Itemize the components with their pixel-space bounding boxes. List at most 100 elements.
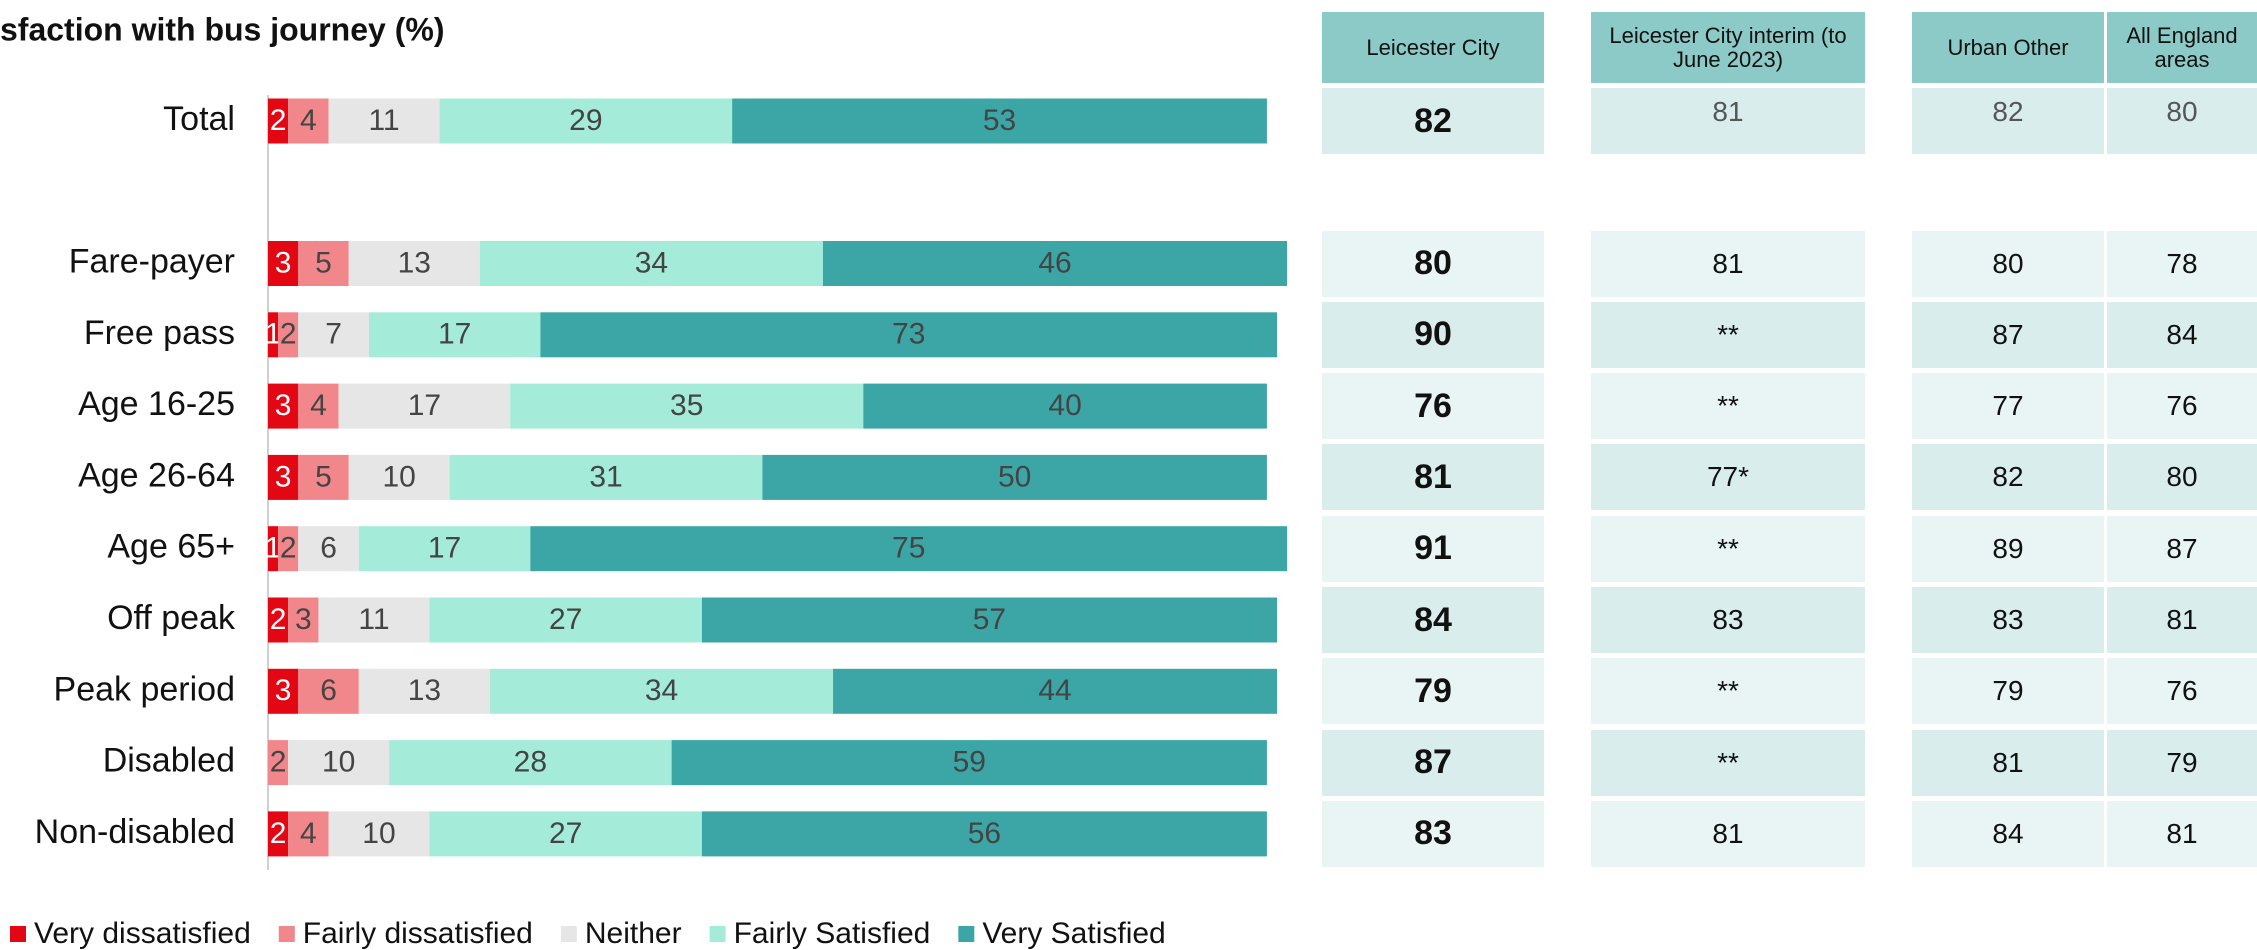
bar-segment — [298, 454, 349, 500]
bar-label: 34 — [635, 246, 668, 279]
bar-segment — [278, 312, 299, 358]
table-cell: 87 — [1322, 729, 1544, 796]
bar-segment — [701, 597, 1277, 643]
bar-segment — [268, 811, 289, 857]
bar-label: 44 — [1038, 674, 1071, 707]
bar-segment — [298, 668, 359, 714]
legend-swatch — [709, 926, 726, 942]
category-label: Age 16-25 — [78, 385, 235, 423]
table-cell: ** — [1591, 658, 1865, 725]
bar-label: 3 — [275, 246, 292, 279]
table-header: Leicester City interim (to June 2023) — [1591, 12, 1865, 83]
table-cell: 81 — [1591, 800, 1865, 867]
table-cell: 84 — [1912, 800, 2104, 867]
bar-segment — [368, 312, 541, 358]
table-cell: ** — [1591, 301, 1865, 368]
table-cell: 81 — [2107, 587, 2257, 653]
table-cell: 79 — [2107, 729, 2257, 796]
legend-label: Very dissatisfied — [34, 917, 251, 950]
category-label: Disabled — [103, 742, 235, 780]
table-header: Leicester City — [1322, 12, 1544, 83]
category-label: Age 26-64 — [78, 456, 235, 494]
bar-segment — [328, 811, 430, 857]
bar-label: 13 — [398, 246, 431, 279]
table-header: All England areas — [2107, 12, 2257, 83]
legend-swatch — [560, 926, 577, 942]
table-cell: 80 — [1912, 230, 2104, 297]
table-cell: 81 — [1912, 729, 2104, 796]
table-cell: 87 — [1912, 301, 2104, 368]
table-cell: 76 — [1322, 373, 1544, 440]
bar-label: 3 — [295, 603, 312, 636]
bar-label: 28 — [514, 746, 547, 779]
table-cell: 77* — [1591, 444, 1865, 511]
bar-segment — [268, 597, 289, 643]
legend-swatch — [958, 926, 975, 942]
bar-label: 31 — [589, 460, 622, 493]
bar-segment — [358, 526, 531, 572]
table-cell: 79 — [1322, 658, 1544, 725]
category-label: Peak period — [54, 670, 235, 708]
table-cell: 77 — [1912, 373, 2104, 440]
table-cell: 82 — [1912, 88, 2104, 154]
category-label: Age 65+ — [107, 528, 235, 566]
bar-segment — [833, 668, 1277, 714]
bar-label: 10 — [362, 817, 395, 850]
bar-segment — [449, 454, 763, 500]
bar-segment — [429, 811, 702, 857]
bar-label: 6 — [320, 674, 337, 707]
legend-label: Fairly dissatisfied — [303, 917, 533, 950]
bar-label: 2 — [270, 603, 287, 636]
table-cell: 81 — [2107, 800, 2257, 867]
table-cell: 83 — [1912, 587, 2104, 653]
bar-segment — [489, 668, 834, 714]
bar-label: 5 — [315, 246, 332, 279]
bar-segment — [318, 597, 430, 643]
bar-segment — [762, 454, 1267, 500]
bar-label: 11 — [368, 104, 399, 137]
bar-label: 17 — [408, 389, 441, 422]
bar-label: 11 — [358, 603, 389, 636]
bar-segment — [530, 526, 1288, 572]
bar-label: 1 — [265, 318, 282, 351]
bar-label: 29 — [569, 104, 602, 137]
bar-segment — [298, 312, 369, 358]
bar-segment — [288, 597, 319, 643]
bar-label: 17 — [428, 532, 461, 565]
table-cell: ** — [1591, 729, 1865, 796]
bar-label: 56 — [968, 817, 1001, 850]
bar-label: 7 — [325, 318, 342, 351]
legend-label: Neither — [585, 917, 682, 950]
bar-label: 17 — [438, 318, 471, 351]
bar-label: 6 — [320, 532, 337, 565]
bar-segment — [822, 241, 1288, 286]
bar-segment — [540, 312, 1277, 358]
category-label: Off peak — [107, 599, 236, 637]
table-cell: 80 — [2107, 88, 2257, 154]
bar-segment — [298, 241, 349, 286]
table-cell: 91 — [1322, 515, 1544, 582]
table-cell: 78 — [2107, 230, 2257, 297]
bar-segment — [268, 454, 299, 500]
bar-label: 13 — [408, 674, 441, 707]
bar-label: 73 — [892, 318, 925, 351]
bar-label: 2 — [270, 746, 287, 779]
table-cell: 84 — [1322, 587, 1544, 653]
bar-label: 2 — [280, 318, 297, 351]
table-cell: 79 — [1912, 658, 2104, 725]
bar-segment — [268, 241, 299, 286]
bar-label: 2 — [270, 104, 287, 137]
bar-segment — [479, 241, 823, 286]
table-cell: 81 — [1591, 88, 1865, 154]
table-cell: 76 — [2107, 373, 2257, 440]
bar-label: 1 — [265, 532, 282, 565]
bar-segment — [288, 811, 329, 857]
bar-label: 5 — [315, 460, 332, 493]
bar-segment — [863, 383, 1267, 429]
bar-label: 3 — [275, 389, 292, 422]
chart-title: sfaction with bus journey (%) — [0, 11, 444, 47]
bar-segment — [288, 740, 390, 786]
bar-label: 27 — [549, 817, 582, 850]
bar-segment — [358, 668, 490, 714]
table-cell: 87 — [2107, 515, 2257, 582]
